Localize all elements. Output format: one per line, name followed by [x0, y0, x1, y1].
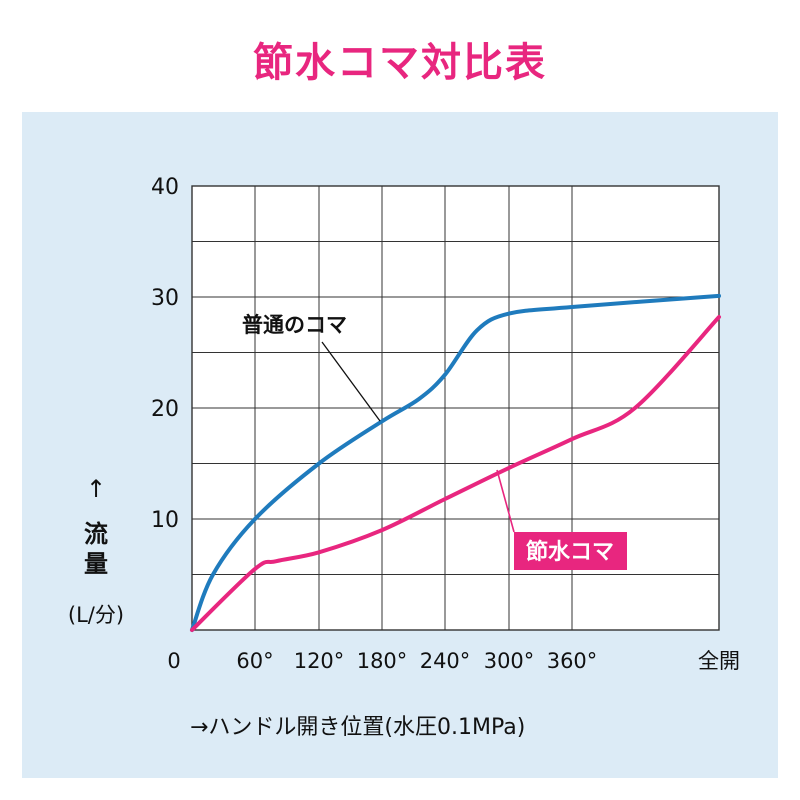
x-tick-label: 360°	[547, 649, 598, 673]
series-water-saving-koma-line	[190, 315, 721, 632]
x-tick-label: 0	[167, 649, 180, 673]
y-tick-label: 20	[151, 397, 179, 422]
tick-labels: 10 20 30 40 0 60° 120° 180° 240° 300° 360° 全開	[151, 175, 740, 673]
x-tick-label: 180°	[357, 649, 408, 673]
x-tick-label: 300°	[484, 649, 535, 673]
flow-chart: 10 20 30 40 0 60° 120° 180° 240° 300° 360° 全開 普通のコマ…	[22, 112, 778, 778]
y-axis-arrow: ↑	[86, 475, 106, 503]
plot-border	[191, 185, 720, 631]
normal-koma-leader-line	[321, 341, 381, 422]
series-normal-koma-line	[190, 293, 721, 632]
y-tick-label: 10	[151, 508, 179, 533]
normal-koma-label: 普通のコマ	[242, 313, 347, 337]
y-axis-label-char: 量	[84, 550, 108, 578]
x-tick-label: 240°	[420, 649, 471, 673]
chart-panel: 10 20 30 40 0 60° 120° 180° 240° 300° 360° 全開 普通のコマ…	[22, 112, 778, 778]
saving-koma-label-box	[514, 532, 627, 570]
y-axis-label-char: 流	[84, 520, 108, 548]
x-tick-label: 60°	[236, 649, 273, 673]
y-axis-unit: (L/分)	[68, 603, 124, 627]
y-tick-label: 40	[151, 175, 179, 200]
y-tick-label: 30	[151, 286, 179, 311]
saving-koma-leader-line	[496, 469, 515, 533]
page-title: 節水コマ対比表	[253, 40, 547, 86]
series-lines	[190, 293, 721, 632]
x-axis-label: →ハンドル開き位置(水圧0.1MPa)	[190, 715, 525, 740]
x-tick-label: 120°	[294, 649, 345, 673]
saving-koma-label: 節水コマ	[526, 539, 614, 565]
x-tick-label: 全開	[698, 649, 740, 673]
axis-labels: ↑ 流量 (L/分) →ハンドル開き位置(水圧0.1MPa)	[68, 475, 525, 740]
